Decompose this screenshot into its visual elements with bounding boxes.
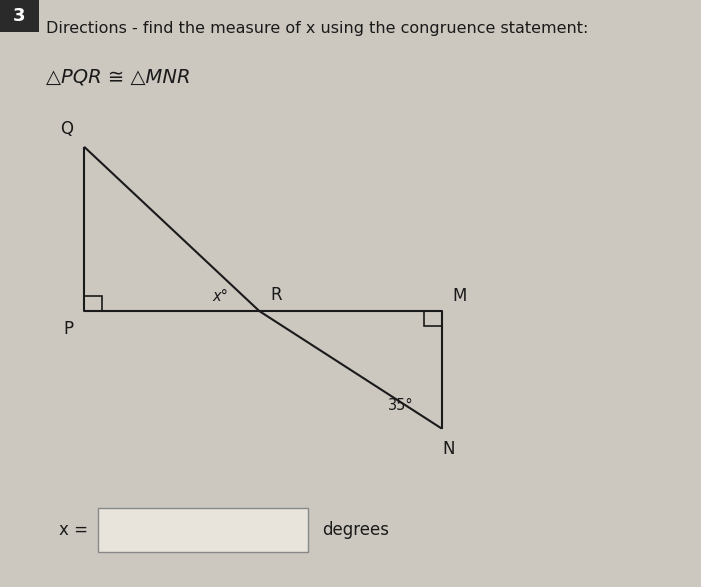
Text: Directions - find the measure of x using the congruence statement:: Directions - find the measure of x using… — [46, 21, 588, 36]
Text: M: M — [452, 287, 467, 305]
Bar — [424, 311, 442, 326]
Bar — [0, 0, 39, 32]
Bar — [98, 508, 308, 552]
Text: 3: 3 — [13, 8, 25, 25]
Text: Q: Q — [60, 120, 74, 138]
Text: N: N — [442, 440, 455, 458]
Text: x =: x = — [59, 521, 88, 539]
Text: x°: x° — [213, 289, 229, 304]
Text: degrees: degrees — [322, 521, 390, 539]
Text: △PQR ≅ △MNR: △PQR ≅ △MNR — [46, 68, 190, 86]
Text: 35°: 35° — [388, 397, 414, 413]
Text: R: R — [270, 286, 282, 304]
Text: P: P — [64, 320, 74, 338]
Bar — [84, 296, 102, 311]
